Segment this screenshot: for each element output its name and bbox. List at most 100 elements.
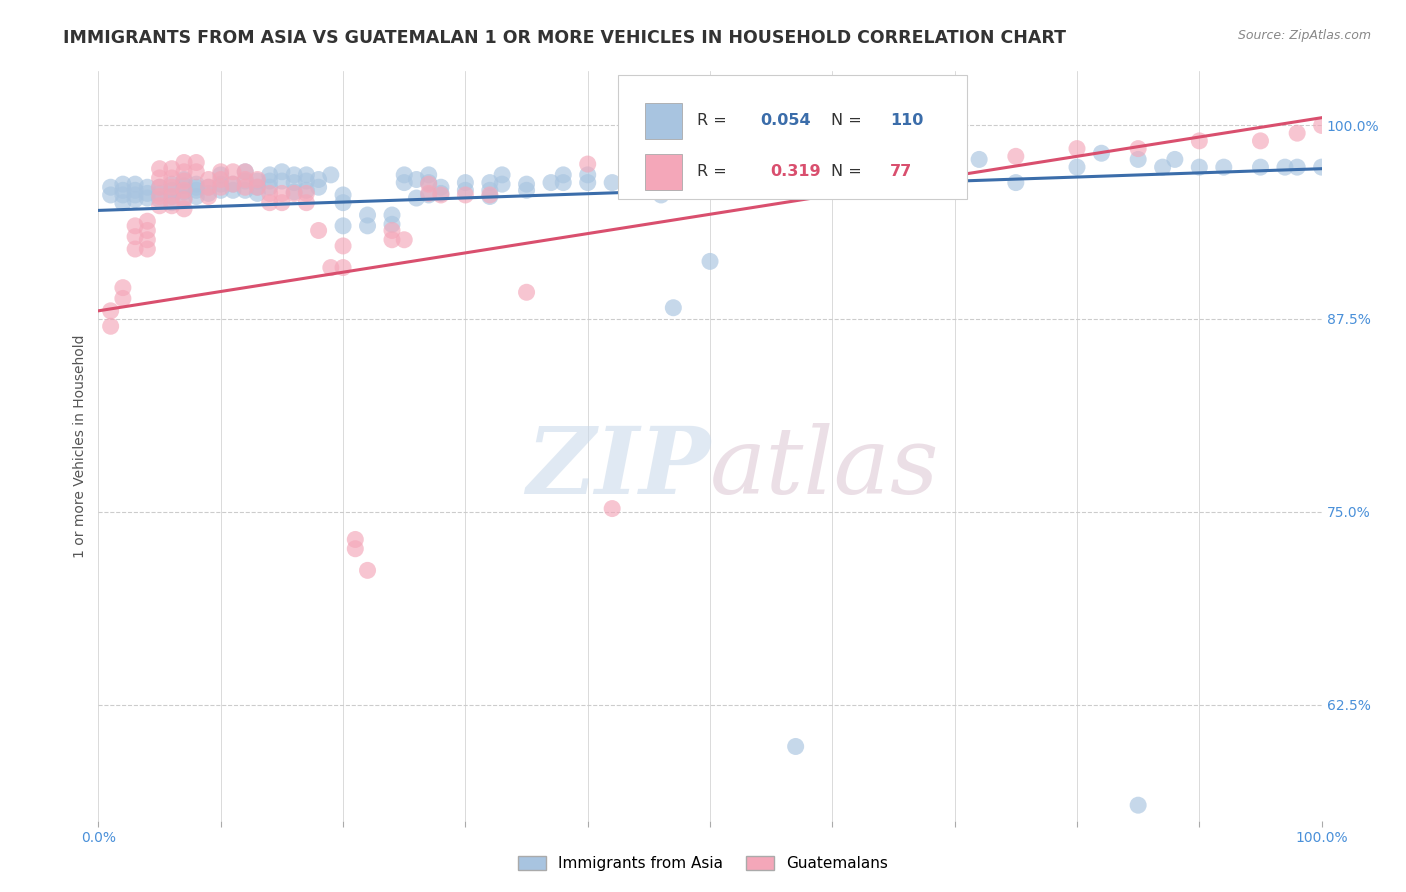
Legend: Immigrants from Asia, Guatemalans: Immigrants from Asia, Guatemalans xyxy=(512,850,894,877)
Point xyxy=(1249,160,1271,174)
Point xyxy=(173,185,195,199)
Point xyxy=(1004,176,1026,190)
Point xyxy=(246,180,269,194)
Point xyxy=(197,189,219,203)
Point xyxy=(173,191,195,205)
Point xyxy=(149,186,172,201)
Point xyxy=(233,165,256,179)
Text: ZIP: ZIP xyxy=(526,424,710,514)
Point xyxy=(308,223,330,237)
Point xyxy=(173,172,195,186)
Point xyxy=(1004,149,1026,163)
Point xyxy=(515,285,537,300)
Point xyxy=(233,172,256,186)
Point xyxy=(356,563,378,577)
Point xyxy=(491,168,513,182)
Point xyxy=(675,176,697,190)
Point xyxy=(418,177,440,191)
Point xyxy=(662,301,685,315)
Point xyxy=(283,176,305,190)
Point xyxy=(381,223,404,237)
Point xyxy=(576,168,599,182)
Point xyxy=(149,189,172,203)
Point xyxy=(136,223,159,237)
Point xyxy=(259,174,281,188)
Point xyxy=(761,176,783,190)
Point xyxy=(1212,160,1234,174)
Point xyxy=(149,180,172,194)
FancyBboxPatch shape xyxy=(645,153,682,190)
Point xyxy=(160,171,183,186)
Point xyxy=(259,180,281,194)
Point xyxy=(136,242,159,256)
Point xyxy=(1128,798,1150,813)
Point xyxy=(233,174,256,188)
Point xyxy=(283,186,305,201)
Text: IMMIGRANTS FROM ASIA VS GUATEMALAN 1 OR MORE VEHICLES IN HOUSEHOLD CORRELATION C: IMMIGRANTS FROM ASIA VS GUATEMALAN 1 OR … xyxy=(63,29,1066,46)
Point xyxy=(319,260,342,275)
Point xyxy=(540,176,562,190)
Point xyxy=(626,168,648,182)
Point xyxy=(173,174,195,188)
Point xyxy=(124,229,146,244)
Point xyxy=(515,177,537,191)
Point xyxy=(332,219,354,233)
Point xyxy=(124,188,146,202)
Point xyxy=(430,180,453,194)
Point xyxy=(1188,134,1211,148)
Point xyxy=(186,189,208,203)
Point xyxy=(173,183,195,197)
Point xyxy=(883,142,905,156)
Point xyxy=(332,195,354,210)
Text: R =: R = xyxy=(696,164,737,179)
Point xyxy=(858,153,880,167)
Point xyxy=(222,177,245,191)
Point xyxy=(1310,119,1333,133)
Point xyxy=(553,176,575,190)
Point xyxy=(478,189,501,203)
Point xyxy=(246,186,269,201)
Point xyxy=(600,176,623,190)
Point xyxy=(160,195,183,210)
Point xyxy=(259,186,281,201)
Point xyxy=(222,165,245,179)
Point xyxy=(295,183,318,197)
Point xyxy=(785,739,807,754)
Point xyxy=(1152,160,1174,174)
Point xyxy=(149,180,172,194)
Text: atlas: atlas xyxy=(710,424,939,514)
Point xyxy=(197,186,219,201)
Point xyxy=(283,185,305,199)
Point xyxy=(111,292,134,306)
Point xyxy=(124,193,146,207)
Point xyxy=(173,193,195,207)
Point xyxy=(246,180,269,194)
Point xyxy=(478,188,501,202)
Point xyxy=(761,157,783,171)
Point xyxy=(100,188,122,202)
Point xyxy=(149,161,172,176)
Point xyxy=(430,188,453,202)
Point xyxy=(270,174,294,188)
Point xyxy=(454,176,477,190)
Text: 110: 110 xyxy=(890,113,924,128)
Point xyxy=(454,188,477,202)
Point xyxy=(1286,126,1309,140)
Point xyxy=(1274,160,1296,174)
Text: N =: N = xyxy=(831,164,868,179)
Point xyxy=(392,233,416,247)
Text: Source: ZipAtlas.com: Source: ZipAtlas.com xyxy=(1237,29,1371,42)
Point xyxy=(576,157,599,171)
Point xyxy=(173,202,195,216)
Point xyxy=(111,280,134,294)
Point xyxy=(160,177,183,191)
Text: 0.054: 0.054 xyxy=(761,113,811,128)
Point xyxy=(344,533,367,547)
Point xyxy=(209,172,232,186)
Point xyxy=(222,183,245,197)
Point xyxy=(845,176,868,190)
Point xyxy=(295,168,318,182)
Point xyxy=(259,168,281,182)
Point xyxy=(943,157,966,171)
Point xyxy=(160,180,183,194)
